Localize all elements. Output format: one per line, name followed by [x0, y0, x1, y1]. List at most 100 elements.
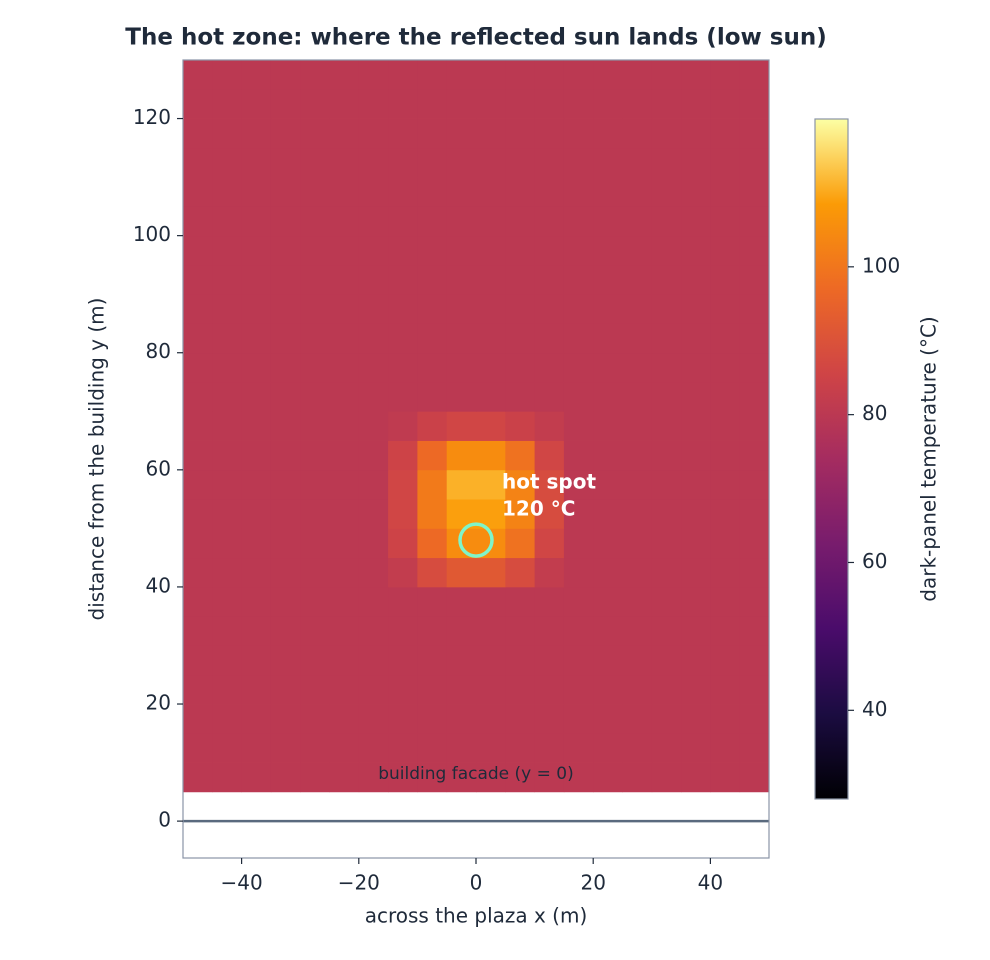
heatmap-cell [593, 60, 623, 90]
heatmap-cell [563, 645, 594, 676]
heatmap-cell [563, 323, 594, 354]
colorbar-tick-label: 100 [862, 253, 900, 277]
heatmap-cell [563, 616, 594, 646]
y-axis-label: distance from the building y (m) [85, 298, 109, 621]
x-tick-label: −40 [220, 871, 262, 895]
heatmap-cell [534, 586, 565, 617]
heatmap-cell [681, 60, 711, 90]
heatmap-cell [446, 264, 477, 295]
heatmap-cell [739, 352, 770, 383]
heatmap-cell [358, 586, 389, 617]
heatmap-cell [476, 382, 506, 412]
hotspot-marker [458, 522, 494, 558]
heatmap-cell [739, 206, 770, 237]
heatmap-cell [622, 382, 653, 412]
heatmap-cell [710, 264, 741, 295]
heatmap-cell [710, 411, 741, 441]
heatmap-cell [710, 147, 741, 178]
heatmap-cell [329, 264, 360, 295]
heatmap-cell [681, 411, 711, 441]
heatmap-cell [593, 762, 623, 793]
heatmap-cell [505, 499, 535, 529]
heatmap-cell [534, 89, 565, 119]
heatmap-cell [358, 499, 389, 529]
heatmap-cell [505, 469, 535, 500]
heatmap-cell [534, 469, 565, 500]
heatmap-cell [417, 528, 448, 559]
y-tick-label: 120 [133, 105, 171, 129]
heatmap-cell [388, 60, 418, 90]
heatmap-cell [388, 645, 418, 676]
heatmap-cell [300, 89, 330, 119]
heatmap-cell [651, 469, 682, 500]
heatmap-cell [388, 499, 418, 529]
heatmap-cell [739, 382, 770, 412]
heatmap-cell [651, 147, 682, 178]
heatmap-cell [358, 177, 389, 207]
heatmap-cell [358, 616, 389, 646]
heatmap-cell [329, 704, 360, 734]
heatmap-cell [710, 294, 741, 324]
heatmap-cell [270, 177, 301, 207]
heatmap-cell [270, 235, 301, 266]
heatmap-cell [329, 586, 360, 617]
heatmap-cell [212, 440, 242, 471]
heatmap-cell [681, 352, 711, 383]
heatmap-cell [300, 528, 330, 559]
heatmap-cell [270, 147, 301, 178]
heatmap-cell [563, 382, 594, 412]
heatmap-cell [241, 469, 272, 500]
heatmap-cell [212, 674, 242, 705]
heatmap-cell [651, 235, 682, 266]
heatmap-cell [651, 118, 682, 149]
heatmap-cell [534, 616, 565, 646]
heatmap-cell [183, 118, 213, 149]
heatmap-cell [622, 323, 653, 354]
heatmap-cell [651, 616, 682, 646]
heatmap-cell [622, 264, 653, 295]
heatmap-cell [593, 294, 623, 324]
heatmap-cell [241, 733, 272, 763]
heatmap-cell [681, 674, 711, 705]
heatmap-cell [651, 499, 682, 529]
heatmap-cell [388, 382, 418, 412]
heatmap-cell [329, 528, 360, 559]
heatmap-cell [622, 235, 653, 266]
heatmap-cell [446, 294, 477, 324]
heatmap-cell [300, 469, 330, 500]
heatmap-cell [710, 235, 741, 266]
heatmap-cell [651, 411, 682, 441]
heatmap-cell [417, 733, 448, 763]
heatmap-cell [358, 469, 389, 500]
heatmap-cell [681, 616, 711, 646]
heatmap-cell [476, 557, 506, 588]
heatmap-cell [270, 382, 301, 412]
heatmap-cell [183, 294, 213, 324]
heatmap-cell [270, 762, 301, 793]
heatmap-cell [681, 323, 711, 354]
heatmap-cell [710, 586, 741, 617]
heatmap-cell [710, 440, 741, 471]
heatmap-cell [270, 352, 301, 383]
heatmap-cell [505, 89, 535, 119]
heatmap-cell [710, 177, 741, 207]
heatmap-cell [183, 440, 213, 471]
heatmap-cell [241, 118, 272, 149]
heatmap-cell [593, 352, 623, 383]
heatmap-cell [651, 323, 682, 354]
heatmap-cell [212, 147, 242, 178]
heatmap-cell [593, 177, 623, 207]
heatmap-cell [651, 352, 682, 383]
heatmap-cell [388, 586, 418, 617]
heatmap-cell [183, 60, 213, 90]
heatmap-cell [710, 528, 741, 559]
heatmap-cell [476, 89, 506, 119]
heatmap-cell [388, 89, 418, 119]
heatmap-cell [241, 762, 272, 793]
heatmap-cell [241, 382, 272, 412]
heatmap-cell [622, 616, 653, 646]
heatmap-cell [593, 469, 623, 500]
hotspot-label: 120 °C [502, 497, 575, 521]
heatmap-cell [212, 118, 242, 149]
heatmap-cell [388, 352, 418, 383]
